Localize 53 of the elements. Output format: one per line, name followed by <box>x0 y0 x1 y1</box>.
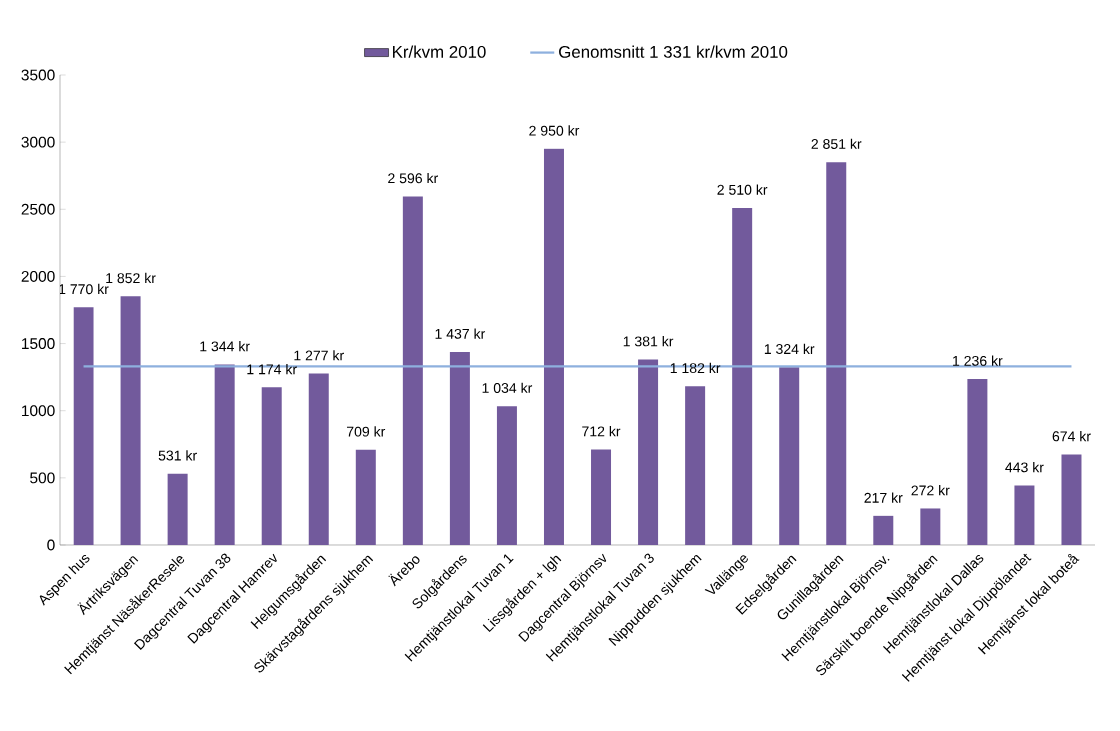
data-label: 2 950 kr <box>529 125 580 136</box>
y-tick-label: 1000 <box>22 405 55 417</box>
bar <box>167 473 188 545</box>
bar <box>732 207 753 545</box>
bar <box>308 373 329 545</box>
data-label: 2 510 kr <box>717 184 768 195</box>
bar <box>1061 454 1082 545</box>
y-tick-label: 3500 <box>21 69 55 81</box>
y-tick-label: 500 <box>30 472 55 484</box>
data-label: 1 381 kr <box>623 336 674 347</box>
bar <box>920 508 941 545</box>
bar <box>496 406 517 545</box>
bar <box>120 296 141 545</box>
data-label: 531 kr <box>158 450 197 461</box>
bar <box>543 148 564 545</box>
data-label: 443 kr <box>1005 462 1044 473</box>
bar <box>402 196 423 545</box>
bar <box>826 162 847 545</box>
data-label: 1 182 kr <box>670 362 721 374</box>
data-label: 674 kr <box>1052 430 1091 442</box>
legend-label: Genomsnitt 1 331 kr/kvm 2010 <box>559 45 788 58</box>
data-label: 1 852 kr <box>106 272 156 284</box>
y-tick-label: 3000 <box>21 136 55 148</box>
y-tick-label: 1500 <box>22 338 55 350</box>
data-label: 2 851 kr <box>811 138 862 149</box>
bar <box>685 386 706 545</box>
data-label: 1 034 kr <box>482 382 533 393</box>
y-tick-label: 2500 <box>21 203 55 215</box>
bar <box>1014 485 1035 545</box>
bar <box>355 449 376 545</box>
bar <box>73 307 94 545</box>
data-label: 712 kr <box>582 426 621 437</box>
bar <box>214 364 235 545</box>
data-label: 1 277 kr <box>294 350 344 361</box>
data-label: 709 kr <box>346 426 386 437</box>
legend-label: Kr/kvm 2010 <box>393 45 486 58</box>
data-label: 1 324 kr <box>764 343 815 355</box>
data-label: 272 kr <box>911 485 950 496</box>
data-label: 1 236 kr <box>953 355 1003 366</box>
bar <box>261 387 282 545</box>
bar <box>967 379 988 545</box>
data-label: 1 174 kr <box>247 363 297 375</box>
bar <box>638 359 659 545</box>
bar <box>449 352 470 545</box>
bar <box>779 367 800 545</box>
bar <box>873 515 894 545</box>
y-tick-label: 0 <box>47 539 55 551</box>
data-label: 217 kr <box>864 492 903 503</box>
data-label: 1 344 kr <box>200 341 250 352</box>
bar <box>591 449 612 545</box>
data-label: 1 437 kr <box>435 328 486 339</box>
y-tick-label: 2000 <box>21 270 55 282</box>
data-label: 2 596 kr <box>388 172 438 184</box>
